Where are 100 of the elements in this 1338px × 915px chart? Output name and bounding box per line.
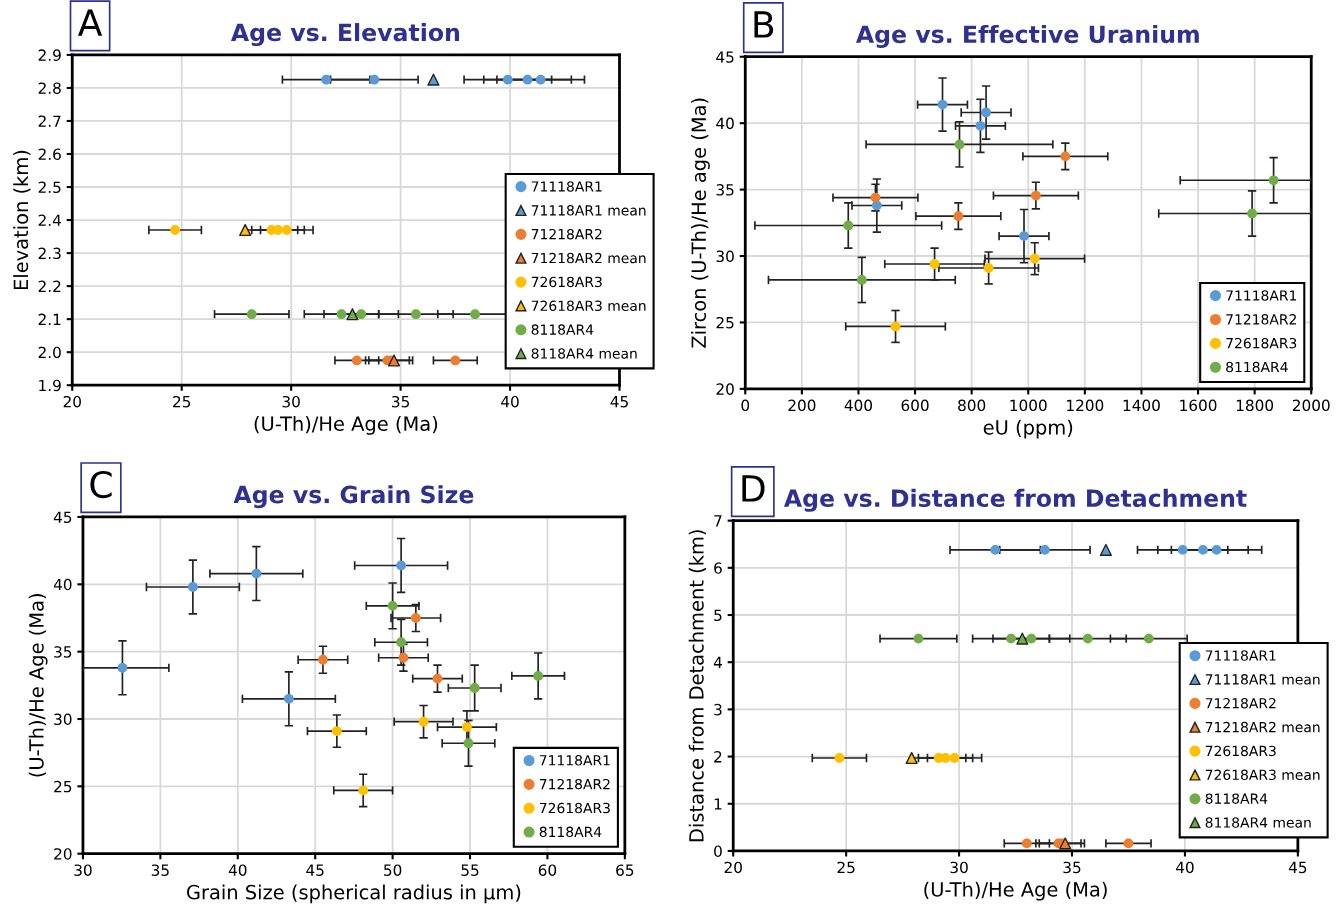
chart-title: Age vs. Grain Size (233, 485, 474, 509)
chart-title: Age vs. Distance from Detachment (783, 488, 1247, 512)
y-tick-label: 20 (716, 383, 734, 395)
legend-label: 71218AR2 (1205, 697, 1276, 709)
x-tick-label: 55 (461, 864, 479, 876)
y-tick-label: 0 (714, 845, 722, 857)
y-tick-label: 2.1 (38, 313, 61, 325)
x-tick-label: 40 (228, 864, 247, 876)
y-tick-label: 25 (54, 780, 72, 793)
x-tick-label: 25 (837, 861, 855, 874)
x-tick-label: 1800 (1236, 399, 1274, 412)
legend-label: 72618AR3 (539, 802, 610, 814)
x-tick-label: 65 (616, 864, 634, 876)
legend-label: 71118AR1 (531, 181, 602, 192)
y-tick-label: 35 (716, 184, 734, 196)
y-tick-label: 45 (716, 51, 734, 63)
legend-label: 72618AR3 (1226, 337, 1297, 349)
x-tick-label: 45 (1288, 861, 1307, 874)
legend-label: 8118AR4 (531, 324, 594, 335)
x-tick-label: 45 (306, 864, 324, 876)
x-tick-label: 50 (384, 864, 402, 876)
x-tick-label: 45 (610, 396, 628, 408)
legend-label: 71118AR1 mean (531, 205, 646, 216)
x-tick-label: 1000 (1010, 399, 1047, 412)
y-tick-label: 1.9 (39, 379, 61, 392)
x-tick-label: 35 (1063, 861, 1081, 874)
legend-label: 8118AR4 (539, 826, 602, 838)
x-tick-label: 600 (901, 399, 929, 412)
y-tick-label: 2 (714, 751, 722, 763)
legend-label: 71118AR1 (539, 755, 610, 766)
y-tick-label: 40 (716, 117, 734, 130)
legend-label: 71218AR2 mean (531, 252, 646, 264)
legend-label: 71218AR2 mean (1205, 721, 1320, 733)
x-axis-title: Grain Size (spherical radius in µm) (186, 884, 521, 904)
text: D (742, 475, 765, 502)
x-tick-label: 30 (74, 864, 92, 876)
x-axis-title: (U-Th)/He Age (Ma) (924, 881, 1107, 901)
legend-label: 8118AR4 (1205, 793, 1268, 804)
y-tick-label: 45 (53, 511, 72, 523)
y-tick-label: 20 (54, 848, 72, 860)
x-tick-label: 2000 (1292, 399, 1330, 412)
y-tick-label: 3 (714, 703, 722, 716)
legend-label: 72618AR3 (1205, 745, 1276, 757)
legend-label: 72618AR3 (531, 276, 602, 288)
legend-label: 71218AR2 (531, 228, 602, 240)
x-tick-label: 30 (950, 861, 968, 874)
text: C (90, 470, 112, 499)
legend-label: 71118AR1 (1205, 650, 1276, 661)
text: A (78, 9, 103, 36)
y-tick-label: 30 (716, 250, 734, 263)
y-tick-label: 2.3 (38, 247, 61, 260)
y-tick-label: 4 (713, 656, 722, 668)
x-tick-label: 1200 (1067, 399, 1104, 412)
x-tick-label: 1400 (1123, 399, 1160, 412)
x-tick-label: 0 (741, 399, 750, 412)
x-tick-label: 1600 (1180, 399, 1217, 412)
y-axis-title: Distance from Detachment (km) (688, 530, 707, 842)
x-axis-title: eU (ppm) (983, 419, 1073, 439)
x-tick-label: 60 (538, 864, 557, 876)
y-tick-label: 2.6 (38, 148, 61, 161)
legend-label: 72618AR3 mean (531, 300, 646, 312)
y-tick-label: 1 (714, 798, 722, 810)
y-tick-label: 25 (716, 316, 734, 329)
y-tick-label: 2.9 (38, 49, 61, 61)
y-tick-label: 40 (53, 578, 72, 591)
x-tick-label: 200 (788, 399, 816, 412)
y-axis-title: (U-Th)/He Age (Ma) (28, 594, 48, 777)
y-tick-label: 7 (714, 515, 722, 527)
x-tick-label: 800 (958, 399, 986, 412)
legend-label: 8118AR4 mean (531, 348, 637, 359)
x-tick-label: 40 (1175, 861, 1194, 874)
legend-label: 8118AR4 (1226, 361, 1288, 373)
chart-title: Age vs. Elevation (230, 23, 460, 47)
x-tick-label: 20 (724, 861, 742, 874)
legend-label: 71118AR1 mean (1205, 674, 1320, 685)
x-tick-label: 30 (282, 395, 300, 408)
y-tick-label: 6 (714, 562, 722, 574)
x-tick-label: 40 (501, 395, 519, 408)
chart-title: Age vs. Effective Uranium (855, 24, 1199, 48)
legend-label: 71218AR2 (1226, 314, 1296, 325)
x-tick-label: 400 (844, 399, 873, 412)
x-tick-label: 35 (151, 864, 169, 876)
y-axis-title: Zircon (U-Th)/He age (Ma) (691, 98, 710, 348)
y-tick-label: 30 (54, 713, 72, 726)
x-tick-label: 35 (392, 395, 409, 408)
x-tick-label: 25 (173, 395, 191, 408)
x-tick-label: 20 (63, 395, 81, 408)
legend-label: 71118AR1 (1226, 290, 1297, 301)
legend-label: 71218AR2 (539, 778, 610, 790)
y-tick-label: 2.2 (38, 280, 61, 292)
legend-label: 8118AR4 mean (1205, 817, 1311, 828)
x-axis-title: (U-Th)/He Age (Ma) (254, 415, 438, 435)
y-tick-label: 2.0 (38, 346, 61, 359)
y-tick-label: 35 (54, 646, 72, 658)
y-tick-label: 2.4 (38, 214, 61, 226)
y-tick-label: 2.5 (38, 181, 61, 194)
y-axis-title: Elevation (km) (13, 150, 31, 290)
y-tick-label: 2.7 (38, 115, 61, 127)
y-tick-label: 5 (714, 609, 722, 622)
legend-label: 72618AR3 mean (1205, 769, 1320, 781)
